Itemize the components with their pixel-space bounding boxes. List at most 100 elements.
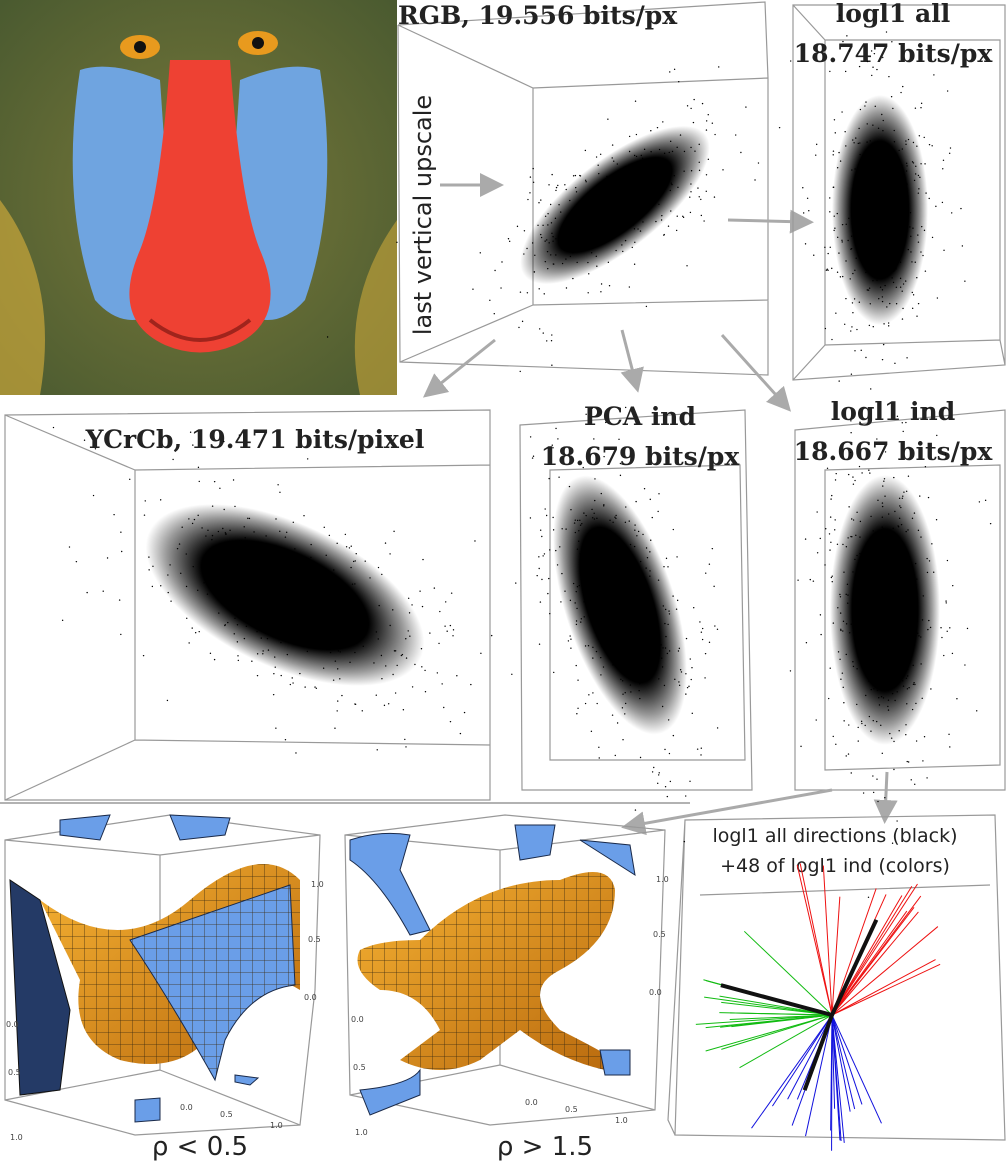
scatter-dot (632, 224, 635, 226)
scatter-dot (610, 179, 613, 181)
scatter-dot (646, 557, 649, 559)
scatter-dot (205, 535, 207, 537)
scatter-dot (575, 664, 577, 667)
scatter-dot (595, 215, 597, 218)
scatter-dot (662, 605, 664, 607)
scatter-dot (598, 186, 600, 189)
scatter-dot (561, 528, 563, 530)
scatter-dot (624, 184, 626, 186)
scatter-dot (385, 665, 387, 667)
scatter-dot (827, 269, 829, 271)
direction-ray (751, 1014, 833, 1129)
scatter-dot (884, 495, 886, 497)
scatter-dot (886, 157, 888, 159)
scatter-dot (429, 632, 431, 634)
scatter-dot (507, 238, 510, 240)
scatter-dot (884, 579, 886, 581)
scatter-dot (889, 682, 892, 684)
scatter-dot (375, 631, 378, 633)
scatter-dot (825, 528, 827, 530)
scatter-dot (881, 296, 884, 298)
scatter-dot (908, 686, 910, 689)
scatter-dot (313, 633, 315, 636)
scatter-dot (579, 248, 582, 250)
scatter-dot (666, 795, 669, 798)
scatter-dot (548, 242, 550, 244)
scatter-dot (598, 172, 600, 175)
scatter-dot (584, 553, 586, 555)
scatter-dot (628, 135, 631, 138)
scatter-dot (868, 222, 871, 224)
scatter-dot (912, 294, 915, 296)
scatter-dot (420, 648, 423, 650)
direction-ray (831, 1014, 882, 1124)
scatter-dot (539, 601, 542, 603)
scatter-dot (876, 165, 878, 167)
scatter-dot (538, 643, 541, 645)
scatter-dot (560, 211, 562, 213)
scatter-dot (911, 517, 914, 520)
scatter-dot (552, 236, 554, 238)
scatter-dot (645, 305, 648, 308)
scatter-dot (585, 181, 587, 183)
scatter-dot (583, 541, 586, 544)
scatter-dot (650, 539, 652, 541)
scatter-dot (624, 713, 626, 715)
scatter-dot (830, 498, 832, 500)
scatter-dot (546, 239, 548, 241)
scatter-dot (268, 569, 270, 571)
scatter-dot (900, 207, 902, 209)
scatter-dot (623, 574, 625, 577)
scatter-dot (639, 697, 641, 700)
scatter-dot (620, 678, 622, 680)
scatter-dot (628, 150, 631, 153)
scatter-dot (312, 567, 314, 569)
scatter-dot (676, 215, 678, 217)
scatter-dot (651, 197, 653, 200)
scatter-dot (826, 268, 828, 270)
scatter-dot (911, 161, 914, 163)
scatter-dot (876, 594, 879, 596)
scatter-dot (858, 301, 861, 303)
scatter-dot (151, 585, 154, 588)
scatter-dot (274, 656, 276, 658)
scatter-dot (884, 156, 886, 158)
scatter-dot (539, 529, 542, 531)
scatter-dot (589, 532, 591, 534)
scatter-dot (895, 268, 897, 270)
scatter-dot (667, 623, 669, 626)
scatter-dot (201, 527, 203, 529)
scatter-dot (493, 313, 495, 315)
tick-label: 0.0 (6, 1020, 19, 1029)
scatter-dot (547, 592, 549, 595)
scatter-dot (612, 209, 614, 211)
scatter-dot (407, 597, 410, 599)
scatter-dot (587, 261, 589, 264)
scatter-dot (945, 602, 947, 604)
scatter-dot (964, 280, 966, 282)
scatter-dot (664, 748, 666, 751)
scatter-dot (606, 227, 608, 229)
scatter-dot (603, 535, 606, 538)
scatter-dot (352, 615, 354, 617)
scatter-dot (909, 226, 911, 228)
scatter-dot (616, 223, 618, 225)
scatter-dot (532, 167, 534, 170)
scatter-dot (392, 673, 394, 676)
scatter-dot (538, 328, 541, 330)
scatter-dot (596, 265, 598, 267)
scatter-dot (718, 66, 720, 68)
scatter-dot (595, 255, 598, 258)
scatter-dot (552, 263, 555, 265)
scatter-dot (339, 651, 341, 653)
scatter-dot (686, 105, 689, 107)
scatter-dot (326, 587, 328, 589)
scatter-dot (635, 602, 638, 604)
scatter-dot (901, 497, 904, 499)
scatter-dot (366, 624, 368, 626)
scatter-dot (700, 631, 703, 633)
scatter-dot (863, 201, 865, 203)
scatter-dot (630, 664, 632, 666)
scatter-dot (833, 229, 835, 232)
scatter-dot (884, 451, 887, 453)
